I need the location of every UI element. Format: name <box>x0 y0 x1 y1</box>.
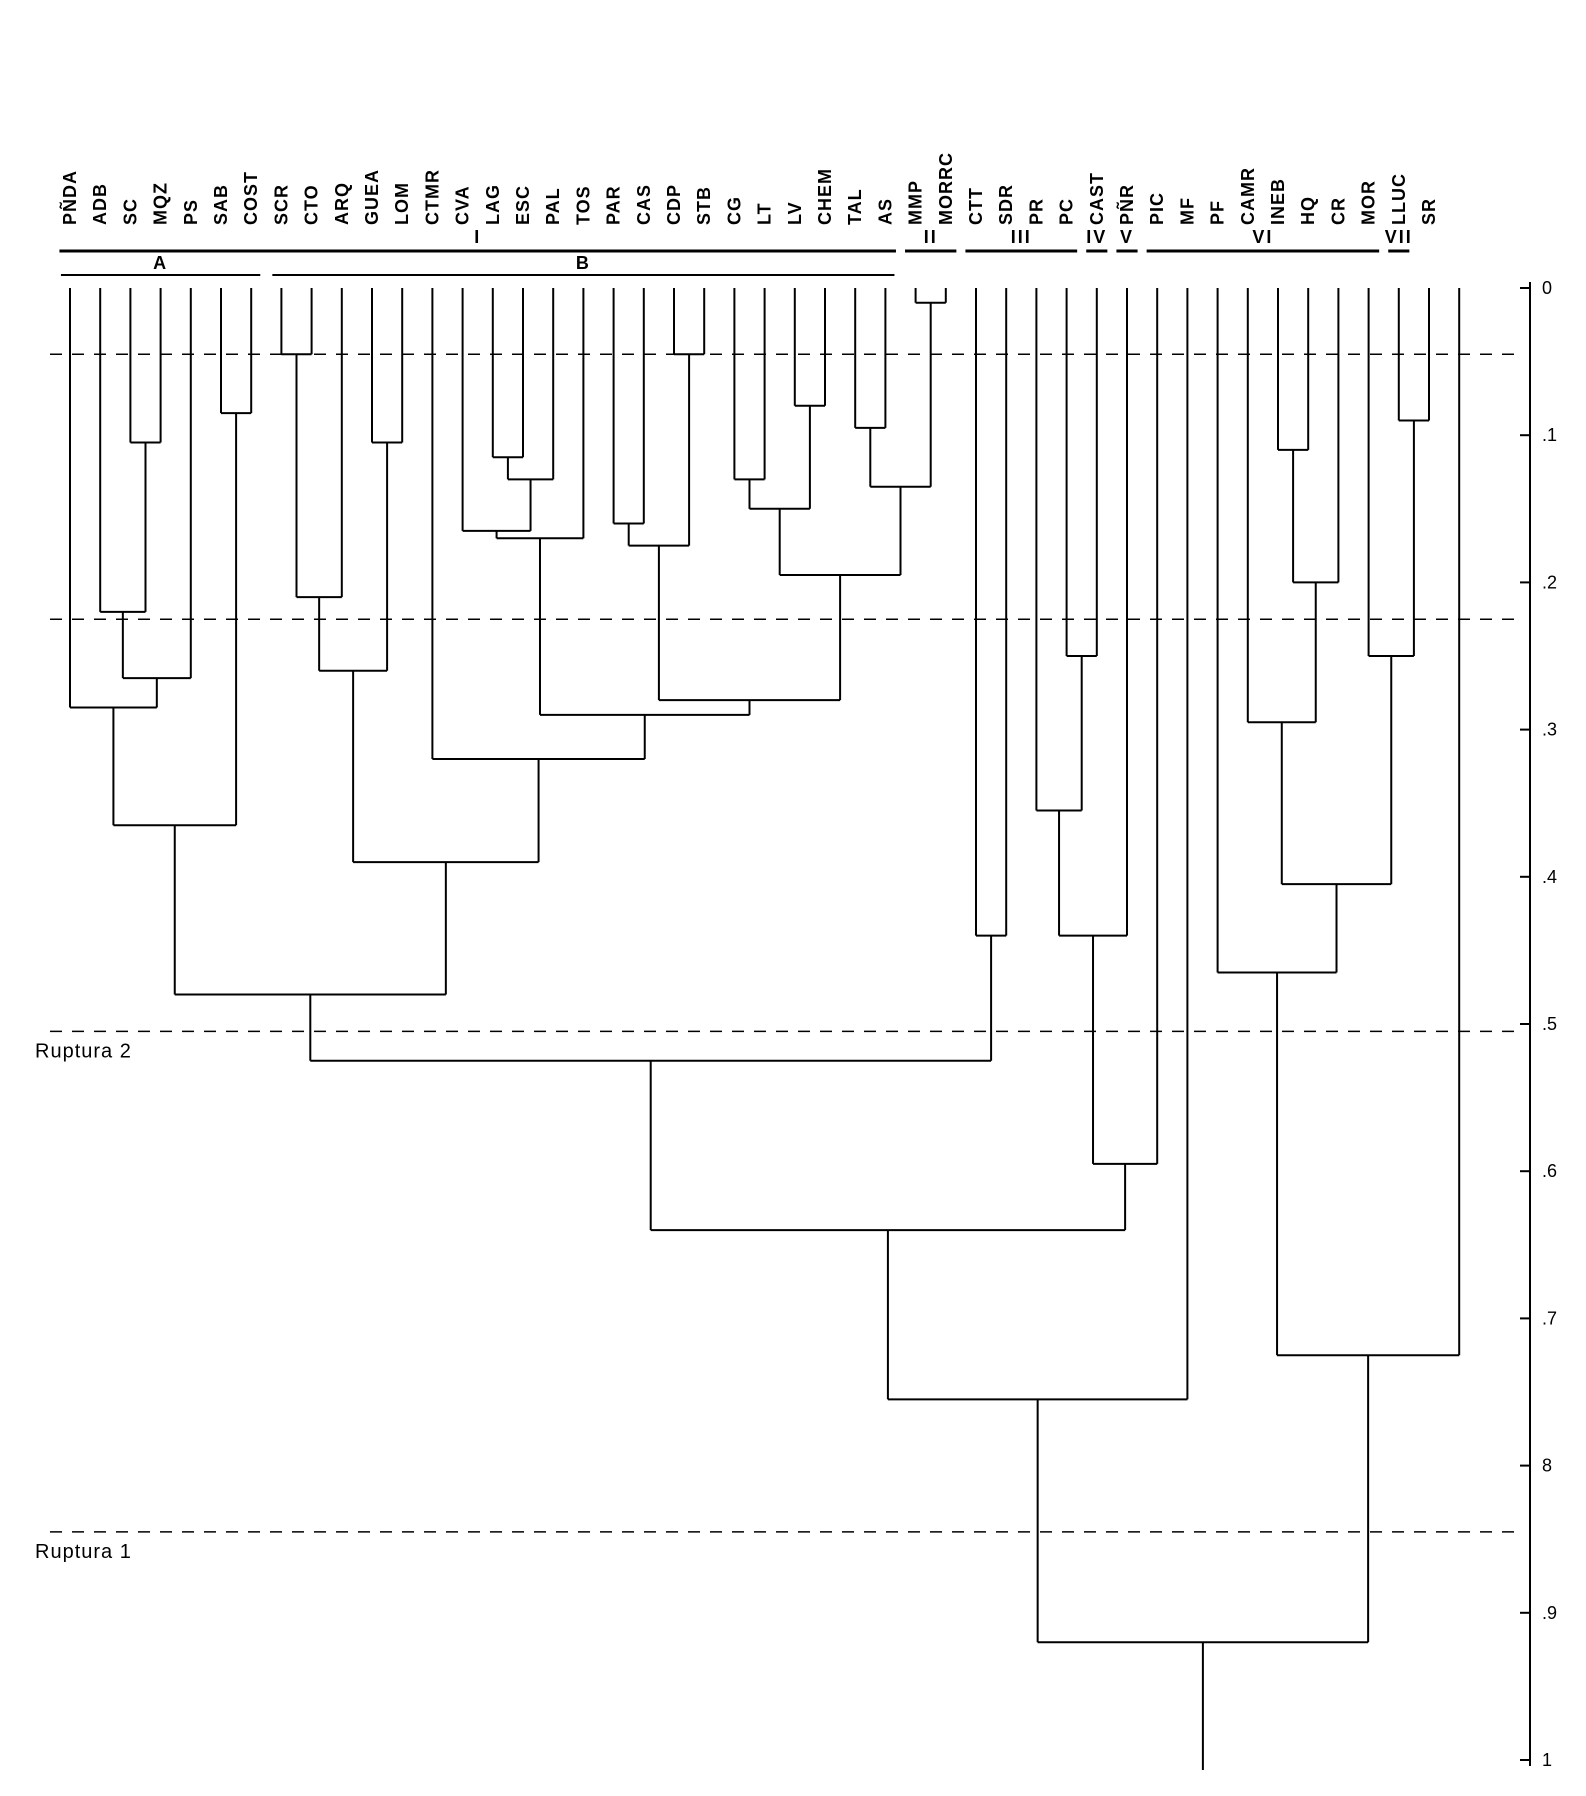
leaf-label-MF: MF <box>1177 197 1197 225</box>
leaf-label-INEB: INEB <box>1268 178 1288 225</box>
leaf-label-TAL: TAL <box>845 188 865 225</box>
leaf-label-PÑR: PÑR <box>1116 184 1137 225</box>
subgroup-B: B <box>576 253 591 273</box>
rupture-label: Ruptura 1 <box>35 1541 132 1563</box>
group-I: I <box>474 227 481 247</box>
leaf-label-AS: AS <box>875 198 895 225</box>
group-VII: VII <box>1385 227 1413 247</box>
leaf-label-STB: STB <box>694 186 714 225</box>
leaf-label-PÑDA: PÑDA <box>59 170 80 225</box>
leaf-label-LLUC: LLUC <box>1389 173 1409 225</box>
leaf-label-CR: CR <box>1328 197 1348 225</box>
group-III: III <box>1011 227 1032 247</box>
subgroup-A: A <box>153 253 168 273</box>
leaf-label-LT: LT <box>755 202 775 225</box>
leaf-label-CAST: CAST <box>1087 172 1107 225</box>
leaf-label-CG: CG <box>724 196 744 225</box>
leaf-label-MMP: MMP <box>906 180 926 225</box>
leaf-label-CHEM: CHEM <box>815 168 835 225</box>
axis-tick-.6: .6 <box>1542 1161 1557 1181</box>
leaf-label-MQZ: MQZ <box>151 182 171 225</box>
leaf-label-PAR: PAR <box>604 185 624 225</box>
leaf-label-SR: SR <box>1419 198 1439 225</box>
leaf-label-PR: PR <box>1026 198 1046 225</box>
group-V: V <box>1120 227 1134 247</box>
axis-tick-.5: .5 <box>1542 1014 1557 1034</box>
axis-tick-.1: .1 <box>1542 425 1557 445</box>
leaf-label-PAL: PAL <box>543 187 563 225</box>
group-IV: IV <box>1086 227 1107 247</box>
leaf-label-GUEA: GUEA <box>362 169 382 225</box>
leaf-label-MOR: MOR <box>1359 180 1379 225</box>
leaf-label-ADB: ADB <box>90 183 110 225</box>
axis-tick-.2: .2 <box>1542 572 1557 592</box>
rupture-label: Ruptura 2 <box>35 1040 132 1062</box>
leaf-label-MORRC: MORRC <box>936 152 956 225</box>
leaf-label-SCR: SCR <box>271 184 291 225</box>
leaf-label-HQ: HQ <box>1298 196 1318 225</box>
leaf-label-CTO: CTO <box>302 184 322 225</box>
leaf-label-PIC: PIC <box>1147 192 1167 225</box>
dendrogram: PÑDA ADB SC MQZ PS SAB COST SCR CTO ARQ GUEA LOM CTM… <box>0 0 1586 1796</box>
leaf-label-SAB: SAB <box>211 184 231 225</box>
leaf-label-ESC: ESC <box>513 185 533 225</box>
leaf-label-PC: PC <box>1057 198 1077 225</box>
axis-tick-0: 0 <box>1542 278 1552 298</box>
leaf-label-PF: PF <box>1208 200 1228 225</box>
leaf-label-CTMR: CTMR <box>422 169 442 225</box>
leaf-label-CTT: CTT <box>966 187 986 225</box>
group-II: II <box>924 227 938 247</box>
leaf-label-PS: PS <box>181 199 201 225</box>
axis-tick-.4: .4 <box>1542 867 1557 887</box>
leaf-label-ARQ: ARQ <box>332 182 352 225</box>
leaf-label-COST: COST <box>241 171 261 225</box>
leaf-label-CDP: CDP <box>664 184 684 225</box>
axis-tick-8: 8 <box>1542 1456 1552 1476</box>
axis-tick-1: 1 <box>1542 1750 1552 1770</box>
axis-tick-.9: .9 <box>1542 1603 1557 1623</box>
axis-tick-.7: .7 <box>1542 1308 1557 1328</box>
axis-tick-.3: .3 <box>1542 720 1557 740</box>
leaf-label-LV: LV <box>785 201 805 225</box>
leaf-label-CVA: CVA <box>453 185 473 225</box>
leaf-label-LAG: LAG <box>483 184 503 225</box>
leaf-label-TOS: TOS <box>573 185 593 225</box>
leaf-label-LOM: LOM <box>392 182 412 225</box>
group-VI: VI <box>1252 227 1273 247</box>
leaf-label-SC: SC <box>120 198 140 225</box>
leaf-label-CAMR: CAMR <box>1238 167 1258 225</box>
leaf-label-CAS: CAS <box>634 184 654 225</box>
leaf-label-SDR: SDR <box>996 184 1016 225</box>
